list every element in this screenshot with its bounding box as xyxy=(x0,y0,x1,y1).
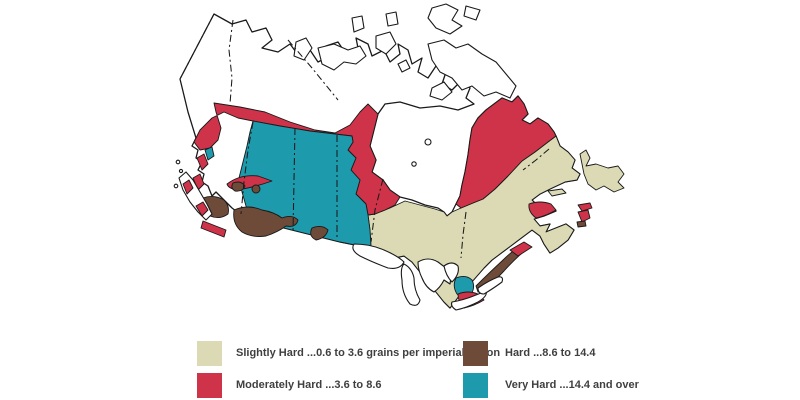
arctic-islet xyxy=(385,11,399,27)
border-yukon-alaska xyxy=(179,13,215,80)
newfoundland-island xyxy=(579,149,625,193)
region-montreal-moderately-hard xyxy=(509,241,533,257)
border-alberta-sask xyxy=(292,127,296,234)
legend-swatch-hard xyxy=(463,341,488,366)
lake-ontario xyxy=(477,276,504,295)
legend-swatch-slightly-hard xyxy=(197,341,222,366)
border-yukon-nwt xyxy=(228,19,234,105)
region-bc-coast-red-strip xyxy=(196,153,209,171)
devon-island xyxy=(463,5,481,21)
lake-superior xyxy=(352,243,405,269)
border-nwt-nunavut xyxy=(287,39,339,101)
baffin-island xyxy=(427,39,517,99)
banks-island xyxy=(293,37,313,61)
coastal-islet xyxy=(173,183,179,189)
anticosti-island xyxy=(547,188,567,197)
southampton-island xyxy=(429,81,453,101)
hudson-bay-islet xyxy=(424,138,432,146)
coastal-islet xyxy=(178,168,184,174)
arctic-islet xyxy=(351,15,365,33)
border-quebec-labrador xyxy=(522,148,550,171)
lake-erie xyxy=(450,290,487,311)
region-quebec-moderately-hard xyxy=(455,95,557,209)
vancouver-island-red-patch xyxy=(182,179,194,195)
region-nw-alberta-hard-dot xyxy=(231,181,246,192)
legend-label-very-hard: Very Hard ...14.4 and over xyxy=(505,379,639,391)
legend-label-hard: Hard ...8.6 to 14.4 xyxy=(505,347,596,359)
border-manitoba-ontario xyxy=(370,178,384,243)
region-gaspe-moderately-hard xyxy=(528,201,557,219)
region-hard-dot xyxy=(251,184,261,194)
king-william-island xyxy=(397,59,411,73)
legend-label-moderately-hard: Moderately Hard ...3.6 to 8.6 xyxy=(236,379,382,391)
lake-huron xyxy=(417,258,452,293)
border-bc-alberta xyxy=(240,121,254,215)
lake-michigan xyxy=(400,263,421,306)
nova-scotia-hard-dot xyxy=(576,220,587,228)
region-alberta-sask-hard xyxy=(233,206,299,237)
vancouver-island-red-patch xyxy=(195,201,209,217)
legend-swatch-very-hard xyxy=(463,373,488,398)
legend-swatch-moderately-hard xyxy=(197,373,222,398)
region-sask-hard-blob xyxy=(310,225,329,241)
georgian-bay xyxy=(443,262,459,283)
coastal-islet xyxy=(175,159,181,165)
somerset-island xyxy=(375,31,397,55)
legend-label-slightly-hard: Slightly Hard ...0.6 to 3.6 grains per i… xyxy=(236,347,501,359)
region-bc-south-red-strip xyxy=(200,220,227,238)
region-bc-very-hard-patch xyxy=(204,146,215,161)
cape-breton-island xyxy=(577,209,591,223)
prince-edward-island xyxy=(577,202,593,212)
hudson-bay-islet xyxy=(411,161,417,167)
victoria-island xyxy=(317,43,367,71)
ellesmere-island xyxy=(427,3,463,35)
